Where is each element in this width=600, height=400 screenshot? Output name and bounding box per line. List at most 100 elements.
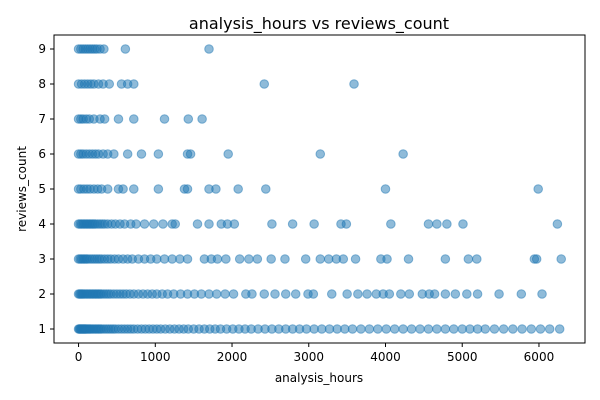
data-point: [556, 254, 567, 264]
data-point: [535, 324, 546, 334]
data-point: [204, 44, 214, 54]
data-point: [526, 324, 537, 334]
data-point: [404, 289, 415, 299]
data-point: [113, 114, 124, 124]
x-axis-ticks: 0 1000 2000 3000 4000 5000 6000: [75, 343, 554, 364]
data-point: [252, 254, 263, 264]
data-point: [537, 289, 547, 299]
y-tick-label: 9: [38, 42, 46, 56]
data-point: [516, 289, 527, 299]
data-point: [442, 219, 452, 229]
data-point: [159, 114, 170, 124]
data-point: [212, 254, 223, 264]
data-point: [517, 324, 527, 334]
data-point: [153, 149, 164, 159]
data-point: [309, 219, 319, 229]
data-point: [315, 149, 326, 159]
data-point: [350, 254, 361, 264]
data-point: [234, 254, 245, 264]
data-point: [342, 289, 352, 299]
data-point: [381, 324, 392, 334]
data-point: [104, 79, 115, 89]
data-point: [244, 254, 254, 264]
data-point: [183, 114, 194, 124]
data-point: [211, 184, 221, 194]
data-point: [192, 219, 203, 229]
data-point: [185, 149, 196, 159]
x-tick-label: 6000: [524, 350, 555, 364]
data-point: [472, 254, 482, 264]
data-point: [102, 184, 113, 194]
data-point: [508, 324, 518, 334]
data-point: [423, 219, 434, 229]
data-point: [204, 219, 214, 229]
data-point: [300, 254, 311, 264]
data-point: [99, 44, 109, 54]
data-point: [382, 254, 392, 264]
data-point: [494, 289, 504, 299]
x-tick-label: 1000: [140, 350, 171, 364]
data-point: [398, 149, 408, 159]
data-point: [349, 79, 359, 89]
x-tick-label: 3000: [293, 350, 324, 364]
data-point: [170, 219, 181, 229]
data-point: [364, 324, 375, 334]
data-point: [122, 149, 133, 159]
data-point: [120, 44, 131, 54]
y-axis-label: reviews_count: [15, 146, 29, 232]
y-axis-ticks: 1 2 3 4 5 6 7 8 9: [38, 42, 54, 336]
data-point: [233, 184, 243, 194]
data-point: [326, 289, 337, 299]
data-point: [406, 324, 417, 334]
data-point: [440, 324, 451, 334]
data-point: [341, 219, 352, 229]
data-point: [136, 149, 147, 159]
data-point: [308, 289, 319, 299]
data-point: [221, 254, 231, 264]
data-point: [415, 324, 425, 334]
data-point: [129, 114, 139, 124]
data-point: [489, 324, 500, 334]
data-point: [139, 219, 150, 229]
data-point: [386, 219, 396, 229]
plot-frame: [53, 34, 586, 344]
data-point: [129, 79, 139, 89]
data-point: [290, 289, 301, 299]
data-point: [118, 184, 128, 194]
data-point: [463, 254, 474, 264]
data-point: [287, 219, 298, 229]
data-point: [440, 254, 451, 264]
data-point: [99, 114, 110, 124]
data-point: [440, 289, 451, 299]
data-point: [211, 289, 222, 299]
data-point: [259, 79, 270, 89]
data-point: [429, 289, 440, 299]
data-point: [403, 254, 414, 264]
data-point: [129, 184, 139, 194]
data-point: [148, 219, 159, 229]
data-point: [247, 289, 257, 299]
x-tick-label: 5000: [447, 350, 478, 364]
data-point: [347, 324, 358, 334]
data-point: [315, 254, 326, 264]
points-layer: [73, 44, 567, 334]
data-point: [373, 324, 383, 334]
data-point: [356, 324, 366, 334]
data-point: [480, 324, 491, 334]
data-point: [229, 219, 240, 229]
x-tick-label: 4000: [370, 350, 401, 364]
y-tick-label: 1: [38, 322, 46, 336]
data-point: [267, 219, 277, 229]
data-point: [554, 324, 565, 334]
y-tick-label: 7: [38, 112, 46, 126]
data-point: [384, 289, 395, 299]
y-tick-label: 3: [38, 252, 46, 266]
data-point: [432, 219, 442, 229]
data-point: [472, 289, 483, 299]
data-point: [153, 184, 164, 194]
data-point: [280, 254, 290, 264]
chart-title: analysis_hours vs reviews_count: [189, 14, 449, 34]
data-point: [259, 289, 270, 299]
y-tick-label: 4: [38, 217, 46, 231]
